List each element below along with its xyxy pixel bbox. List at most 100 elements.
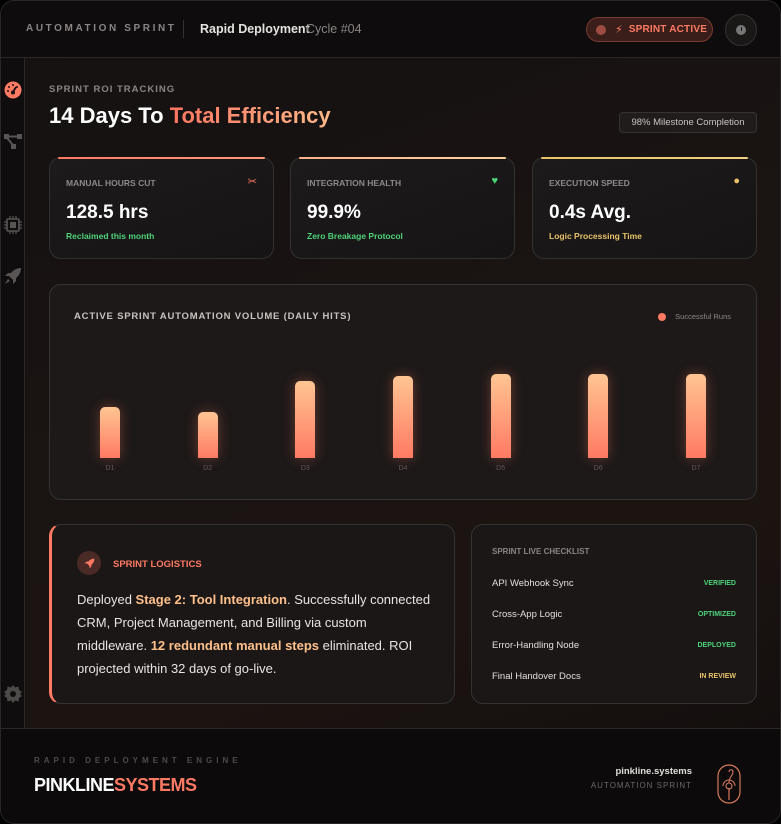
stat-sub: Logic Processing Time	[549, 231, 642, 241]
sidebar-item-launch[interactable]	[3, 266, 23, 286]
card-accent-line	[541, 157, 748, 159]
body-highlight: 12 redundant manual steps	[150, 638, 320, 653]
sidebar	[1, 58, 25, 728]
automation-volume-chart: ACTIVE SPRINT AUTOMATION VOLUME (DAILY H…	[49, 284, 757, 500]
bar-d1[interactable]	[100, 406, 120, 458]
sprint-checklist-card: SPRINT LIVE CHECKLIST API Webhook Sync V…	[471, 524, 757, 704]
bar-d5[interactable]	[490, 373, 511, 458]
flow-icon	[4, 134, 22, 149]
sprint-logistics-card: SPRINT LOGISTICS Deployed Stage 2: Tool …	[49, 524, 455, 704]
logistics-title: SPRINT LOGISTICS	[113, 559, 202, 570]
gear-icon	[4, 685, 22, 703]
logistics-body: Deployed Stage 2: Tool Integration. Succ…	[77, 588, 437, 680]
chip-icon	[4, 216, 22, 234]
chart-legend: Successful Runs	[658, 312, 731, 321]
stat-value: 128.5 hrs	[66, 202, 149, 223]
x-tick-label: D4	[398, 465, 408, 472]
bar-d6[interactable]	[588, 373, 609, 458]
page-title: 14 Days To Total Efficiency	[49, 103, 331, 129]
footer-domain-link[interactable]: pinkline.systems	[615, 766, 692, 777]
app-brand: AUTOMATION SPRINT	[26, 23, 177, 34]
clock-icon	[736, 25, 746, 35]
rocket-badge	[77, 551, 101, 575]
sidebar-item-hardware[interactable]	[3, 215, 23, 235]
status-badge: IN REVIEW	[699, 672, 736, 680]
checklist-item-name: API Webhook Sync	[492, 577, 574, 589]
checklist-row: API Webhook Sync VERIFIED	[492, 576, 736, 590]
footer-eyebrow: RAPID DEPLOYMENT ENGINE	[34, 756, 242, 765]
clock-button[interactable]	[725, 14, 757, 46]
bar-column	[275, 355, 335, 458]
scissors-icon: ✂	[247, 176, 257, 188]
stat-card-integration-health: INTEGRATION HEALTH ♥ 99.9% Zero Breakage…	[290, 157, 515, 259]
project-name: Rapid Deployment	[200, 22, 310, 36]
heart-pulse-icon: ♥	[491, 175, 498, 187]
bar-d2[interactable]	[197, 411, 218, 458]
stat-card-execution-speed: EXECUTION SPEED ● 0.4s Avg. Logic Proces…	[532, 157, 757, 259]
bar-area	[80, 355, 726, 458]
stat-sub: Zero Breakage Protocol	[307, 231, 403, 241]
sprint-status-label: SPRINT ACTIVE	[628, 24, 708, 35]
bar-d7[interactable]	[685, 373, 706, 458]
checklist-item-name: Final Handover Docs	[492, 670, 581, 682]
sidebar-item-dashboard[interactable]	[3, 80, 23, 100]
chart-title: ACTIVE SPRINT AUTOMATION VOLUME (DAILY H…	[74, 311, 352, 322]
title-accent: Total Efficiency	[169, 103, 331, 128]
page-eyebrow: SPRINT ROI TRACKING	[49, 84, 176, 95]
checklist-row: Error-Handling Node DEPLOYED	[492, 638, 736, 652]
body-text: Deployed	[77, 592, 136, 607]
stat-label: EXECUTION SPEED	[549, 178, 630, 188]
footer-logo: PINKLINESYSTEMS	[34, 775, 197, 796]
bar-column	[568, 355, 628, 458]
footer-tagline: AUTOMATION SPRINT	[590, 781, 692, 790]
sidebar-item-workflows[interactable]	[3, 131, 23, 151]
x-tick-label: D2	[203, 465, 213, 472]
bar-column	[80, 355, 140, 458]
card-accent-line	[299, 157, 506, 159]
stat-value: 0.4s Avg.	[549, 202, 632, 223]
body-highlight: Stage 2: Tool Integration	[135, 592, 287, 607]
checklist-item-name: Cross-App Logic	[492, 608, 563, 620]
cycle-label: Cycle #04	[306, 22, 362, 36]
stat-label: MANUAL HOURS CUT	[66, 178, 156, 188]
x-tick-label: D7	[691, 465, 701, 472]
bar-column	[178, 355, 238, 458]
rocket-icon	[5, 268, 21, 284]
checklist-item-name: Error-Handling Node	[492, 639, 580, 651]
status-badge: DEPLOYED	[697, 641, 736, 649]
bolt-icon: ⚡	[615, 24, 623, 36]
bar-d3[interactable]	[295, 380, 316, 458]
body-text: eliminated. ROI projected within 32 days…	[77, 638, 413, 676]
sprint-status-pill[interactable]: ⚡ SPRINT ACTIVE	[586, 17, 713, 42]
status-badge: OPTIMIZED	[697, 610, 736, 618]
header-divider	[183, 20, 184, 38]
bar-column	[373, 355, 433, 458]
bar-column	[666, 355, 726, 458]
x-tick-label: D1	[105, 465, 115, 472]
milestone-badge: 98% Milestone Completion	[619, 112, 757, 133]
card-accent-line	[58, 157, 265, 159]
body-text: . Successfully connected CRM, Project Ma…	[77, 592, 431, 653]
legend-swatch	[658, 312, 667, 321]
checklist-row: Cross-App Logic OPTIMIZED	[492, 607, 736, 621]
x-tick-label: D6	[593, 465, 603, 472]
top-bar: AUTOMATION SPRINT Rapid Deployment Cycle…	[1, 1, 780, 58]
footer: RAPID DEPLOYMENT ENGINE PINKLINESYSTEMS …	[1, 728, 780, 823]
gauge-icon	[4, 81, 22, 99]
stat-sub: Reclaimed this month	[66, 231, 155, 241]
x-axis-labels: D1 D2 D3 D4 D5 D6 D7	[80, 465, 726, 472]
logo-part-a: PINKLINE	[34, 775, 115, 795]
stat-label: INTEGRATION HEALTH	[307, 178, 402, 188]
x-tick-label: D3	[300, 465, 310, 472]
stopwatch-icon: ●	[733, 175, 740, 187]
status-badge: VERIFIED	[703, 579, 736, 587]
bar-column	[471, 355, 531, 458]
checklist-row: Final Handover Docs IN REVIEW	[492, 669, 736, 683]
bar-d4[interactable]	[392, 375, 413, 458]
stat-card-manual-hours: MANUAL HOURS CUT ✂ 128.5 hrs Reclaimed t…	[49, 157, 274, 259]
rocket-icon	[84, 558, 94, 568]
status-dot	[596, 24, 606, 35]
sidebar-settings[interactable]	[3, 684, 23, 704]
stat-value: 99.9%	[307, 202, 361, 223]
